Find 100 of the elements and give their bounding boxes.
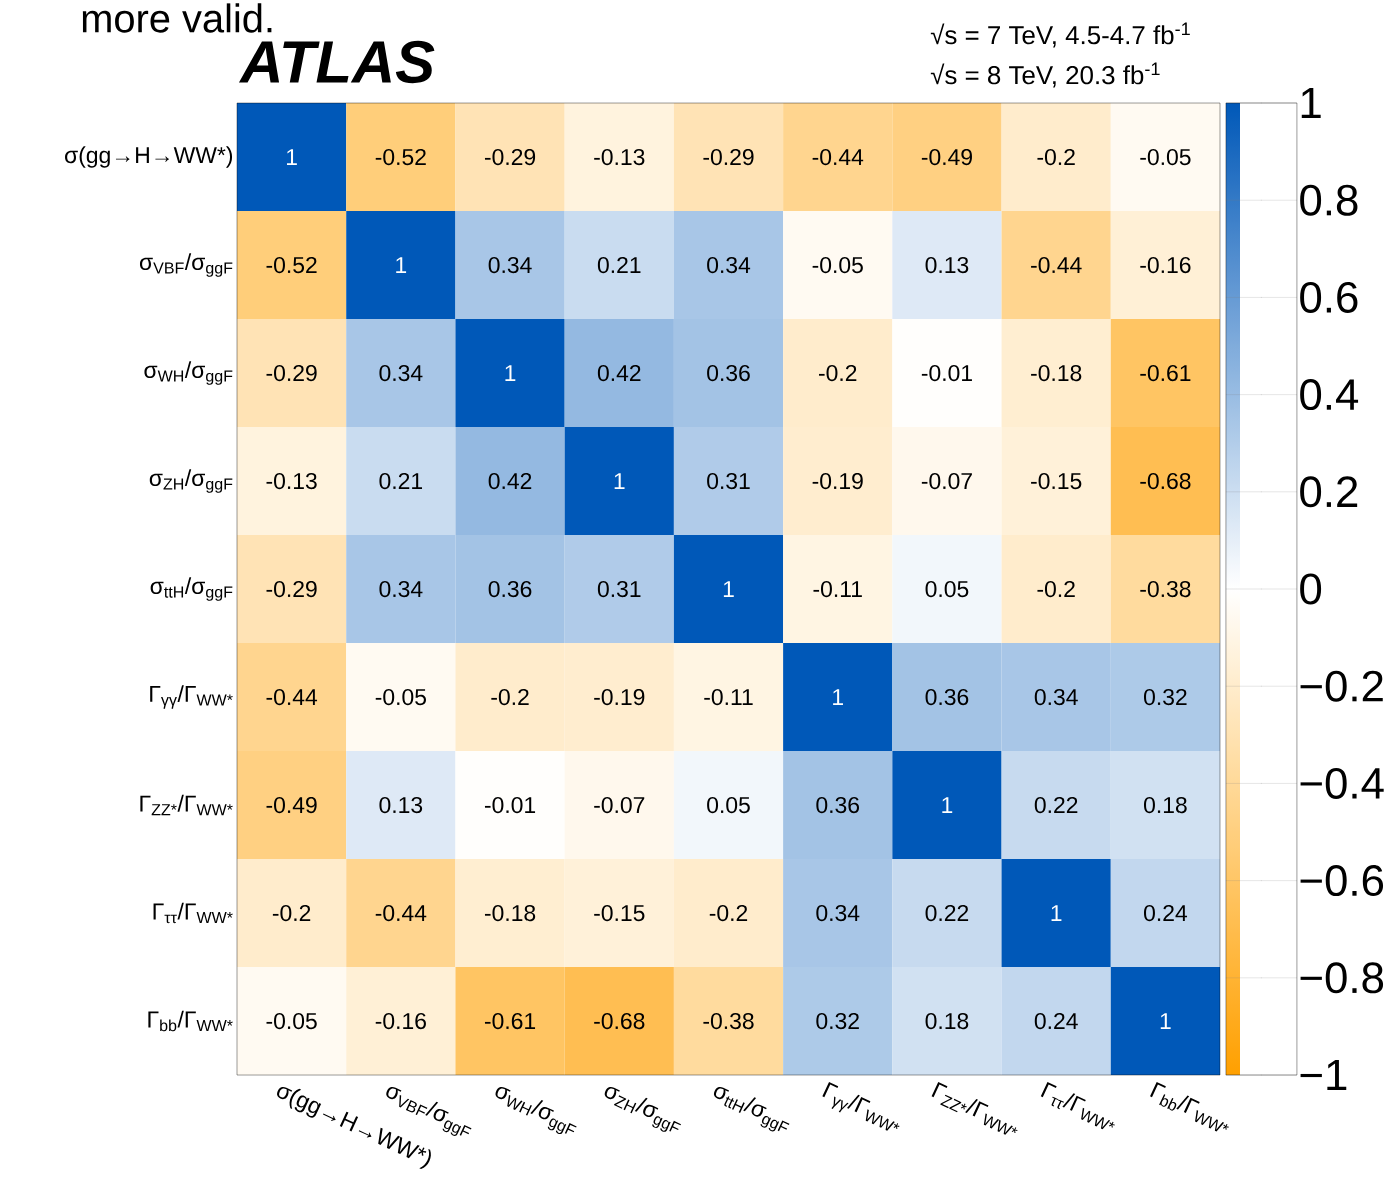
data-label: 0.31: [707, 472, 750, 490]
data-label: -0.16: [375, 1012, 426, 1030]
data-label: 1: [942, 797, 953, 813]
data-label: -0.13: [594, 148, 645, 166]
data-label: -0.05: [266, 1012, 317, 1030]
data-label: 0.34: [707, 256, 751, 274]
y-tick-label: σ(gg→H→WW*): [65, 146, 233, 168]
data-label: -0.05: [1140, 148, 1191, 166]
data-label: 0.36: [707, 364, 750, 382]
data-label: -0.01: [484, 796, 536, 814]
x-tick-label: Γ$_{γγ}$/Γ$_{WW*}$: [822, 1082, 900, 1131]
data-label: -0.29: [266, 364, 317, 382]
data-label: -0.18: [484, 904, 536, 922]
data-label: -0.16: [1140, 256, 1191, 274]
data-label: -0.61: [484, 1012, 536, 1030]
data-label: 0.36: [925, 688, 969, 706]
data-label: 0.34: [488, 256, 532, 274]
x-tick-label: σ$_{WH}$/σ$_{ggF}$: [495, 1086, 577, 1135]
data-label: -0.01: [921, 364, 972, 382]
data-label: -0.29: [484, 148, 536, 166]
data-label: -0.15: [1031, 472, 1082, 490]
data-label: -0.11: [813, 580, 862, 598]
data-label: -0.2: [272, 904, 311, 922]
data-label: -0.19: [594, 688, 645, 706]
data-label: 1: [505, 365, 516, 381]
color-bar-label: −0.2: [1300, 670, 1383, 702]
color-bar-label: 1: [1301, 87, 1321, 119]
data-label: 0.34: [379, 364, 423, 382]
data-label: -0.38: [703, 1012, 754, 1030]
data-label: -0.44: [375, 904, 427, 922]
y-tick-label: Γ$_{γγ}$/Γ$_{WW*}$: [150, 685, 233, 709]
data-label: -0.07: [921, 472, 972, 490]
x-tick-label: σ$_{ZH}$/σ$_{ggF}$: [604, 1086, 682, 1132]
data-label: -0.07: [594, 796, 645, 814]
data-label: 0.24: [1143, 904, 1188, 922]
data-label: 0.34: [1034, 688, 1078, 706]
data-label: 0.32: [1143, 688, 1187, 706]
chart-title: ATLAS: [238, 40, 435, 84]
data-label: 0.34: [379, 580, 423, 598]
y-tick-label: σ$_{VBF}$/σ$_{ggF}$: [139, 253, 233, 277]
y-tick-label: σ$_{WH}$/σ$_{ggF}$: [144, 361, 233, 385]
data-label: -0.19: [812, 472, 863, 490]
data-label: -0.44: [266, 688, 318, 706]
text: √s = 8 TeV, 20.3 fb$^{-1}$: [930, 62, 1160, 88]
data-label: -0.29: [703, 148, 754, 166]
data-label: -0.38: [1140, 580, 1191, 598]
y-tick-label: Γ$_{ZZ*}$/Γ$_{WW*}$: [140, 794, 233, 816]
data-label: -0.52: [375, 148, 426, 166]
data-label: -0.61: [1140, 364, 1191, 382]
data-label: 0.36: [488, 580, 532, 598]
data-label: 0.05: [925, 580, 969, 598]
data-label: -0.49: [921, 148, 972, 166]
x-tick-label: Γ$_{ττ}$/Γ$_{WW*}$: [1040, 1082, 1115, 1130]
color-bar-label: −0.4: [1300, 767, 1384, 799]
data-label: -0.15: [594, 904, 645, 922]
data-label: -0.68: [1140, 472, 1191, 490]
data-label: 0.24: [1034, 1012, 1078, 1030]
data-label: 1: [1160, 1013, 1171, 1029]
data-label: -0.44: [812, 148, 864, 166]
data-label: 1: [396, 257, 407, 273]
data-label: 0.31: [597, 580, 641, 598]
y-tick-label: σ$_{ZH}$/σ$_{ggF}$: [149, 469, 233, 493]
data-label: -0.2: [491, 688, 529, 706]
data-label: -0.05: [375, 688, 426, 706]
data-label: 0.18: [1143, 796, 1187, 814]
data-label: -0.49: [266, 796, 317, 814]
data-label: -0.2: [819, 364, 857, 382]
x-tick-label: Γ$_{bb}$/Γ$_{WW*}$: [1150, 1082, 1229, 1132]
data-label: 0.21: [597, 256, 641, 274]
data-label: -0.68: [594, 1012, 645, 1030]
data-label: 1: [723, 581, 734, 597]
y-tick-label: Γ$_{ττ}$/Γ$_{WW*}$: [153, 902, 233, 924]
data-label: 1: [833, 689, 843, 705]
data-label: -0.18: [1031, 364, 1082, 382]
data-label: -0.05: [812, 256, 863, 274]
data-label: 0.21: [379, 472, 423, 490]
data-label: -0.11: [704, 688, 753, 706]
data-label: 0.36: [816, 796, 860, 814]
data-label: -0.2: [709, 904, 748, 922]
data-label: 0.22: [925, 904, 969, 922]
color-bar-label: 0.4: [1300, 379, 1359, 411]
data-label: 0.22: [1034, 796, 1078, 814]
data-label: 0.05: [707, 796, 750, 814]
color-bar-label: −1: [1300, 1059, 1347, 1091]
data-label: 1: [286, 149, 297, 165]
color-bar-label: 0.8: [1300, 184, 1358, 216]
text: √s = 7 TeV, 4.5-4.7 fb$^{-1}$: [930, 22, 1190, 48]
text: more valid.: [82, 3, 272, 33]
data-label: -0.52: [266, 256, 317, 274]
data-label: 0.42: [488, 472, 532, 490]
data-label: 0.32: [816, 1012, 859, 1030]
data-label: 0.34: [816, 904, 860, 922]
data-label: -0.13: [266, 472, 317, 490]
data-label: -0.2: [1037, 580, 1075, 598]
color-bar-label: 0.2: [1300, 476, 1358, 508]
x-tick-label: Γ$_{ZZ*}$/Γ$_{WW*}$: [931, 1082, 1018, 1135]
data-label: 0.18: [925, 1012, 969, 1030]
color-bar-label: −0.6: [1300, 865, 1384, 897]
y-tick-label: σ$_{ttH}$/σ$_{ggF}$: [150, 577, 233, 601]
data-label: -0.2: [1037, 148, 1075, 166]
